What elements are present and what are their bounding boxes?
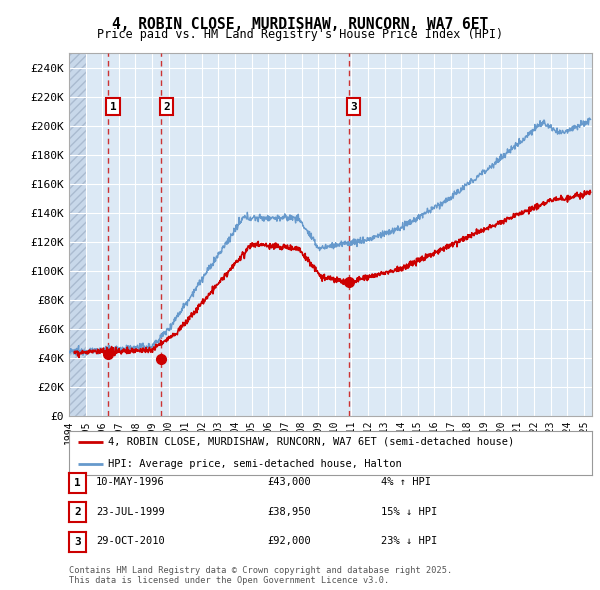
Text: 2: 2 xyxy=(163,102,170,112)
Text: 3: 3 xyxy=(74,537,81,546)
Text: 1: 1 xyxy=(74,478,81,487)
Text: 4, ROBIN CLOSE, MURDISHAW, RUNCORN, WA7 6ET: 4, ROBIN CLOSE, MURDISHAW, RUNCORN, WA7 … xyxy=(112,17,488,31)
Polygon shape xyxy=(69,53,86,416)
Text: 3: 3 xyxy=(350,102,357,112)
Text: £43,000: £43,000 xyxy=(267,477,311,487)
Text: Contains HM Land Registry data © Crown copyright and database right 2025.
This d: Contains HM Land Registry data © Crown c… xyxy=(69,566,452,585)
Text: 2: 2 xyxy=(74,507,81,517)
Text: 10-MAY-1996: 10-MAY-1996 xyxy=(96,477,165,487)
Text: 23-JUL-1999: 23-JUL-1999 xyxy=(96,507,165,516)
Text: £92,000: £92,000 xyxy=(267,536,311,546)
Text: 4, ROBIN CLOSE, MURDISHAW, RUNCORN, WA7 6ET (semi-detached house): 4, ROBIN CLOSE, MURDISHAW, RUNCORN, WA7 … xyxy=(108,437,514,447)
Text: 29-OCT-2010: 29-OCT-2010 xyxy=(96,536,165,546)
Text: 1: 1 xyxy=(110,102,116,112)
Text: 15% ↓ HPI: 15% ↓ HPI xyxy=(381,507,437,516)
Text: 23% ↓ HPI: 23% ↓ HPI xyxy=(381,536,437,546)
Text: 4% ↑ HPI: 4% ↑ HPI xyxy=(381,477,431,487)
Text: Price paid vs. HM Land Registry's House Price Index (HPI): Price paid vs. HM Land Registry's House … xyxy=(97,28,503,41)
Text: £38,950: £38,950 xyxy=(267,507,311,516)
Text: HPI: Average price, semi-detached house, Halton: HPI: Average price, semi-detached house,… xyxy=(108,459,402,469)
